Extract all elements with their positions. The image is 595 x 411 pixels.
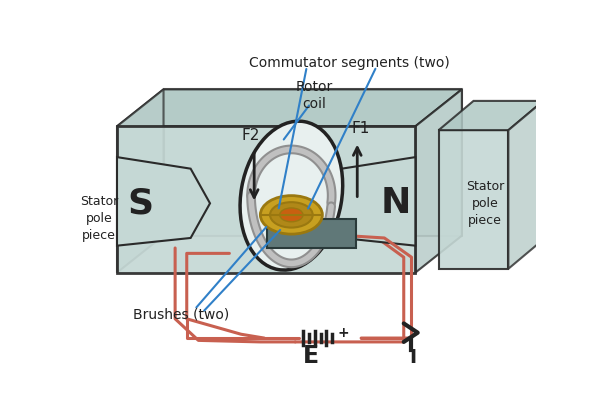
Ellipse shape bbox=[280, 208, 303, 222]
Polygon shape bbox=[164, 89, 462, 236]
Polygon shape bbox=[508, 101, 543, 269]
Text: Commutator segments (two): Commutator segments (two) bbox=[249, 56, 450, 70]
Text: +: + bbox=[338, 326, 349, 340]
Text: I: I bbox=[409, 348, 416, 367]
Polygon shape bbox=[117, 126, 415, 272]
Text: N: N bbox=[381, 186, 411, 220]
Text: S: S bbox=[127, 186, 154, 220]
Text: Brushes (two): Brushes (two) bbox=[133, 308, 230, 322]
Ellipse shape bbox=[261, 196, 322, 234]
Text: F1: F1 bbox=[352, 120, 370, 136]
Polygon shape bbox=[117, 89, 164, 272]
Polygon shape bbox=[439, 101, 543, 130]
FancyBboxPatch shape bbox=[267, 219, 356, 248]
Text: Rotor
coil: Rotor coil bbox=[296, 81, 333, 111]
Ellipse shape bbox=[270, 202, 313, 228]
Polygon shape bbox=[117, 157, 210, 246]
Polygon shape bbox=[415, 89, 462, 272]
Text: Stator
pole
piece: Stator pole piece bbox=[466, 180, 504, 227]
Ellipse shape bbox=[240, 121, 343, 270]
Polygon shape bbox=[439, 130, 508, 269]
Text: F2: F2 bbox=[242, 128, 260, 143]
Polygon shape bbox=[117, 89, 462, 126]
Polygon shape bbox=[322, 157, 415, 246]
Text: Stator
pole
piece: Stator pole piece bbox=[80, 195, 118, 242]
Text: E: E bbox=[303, 344, 319, 368]
